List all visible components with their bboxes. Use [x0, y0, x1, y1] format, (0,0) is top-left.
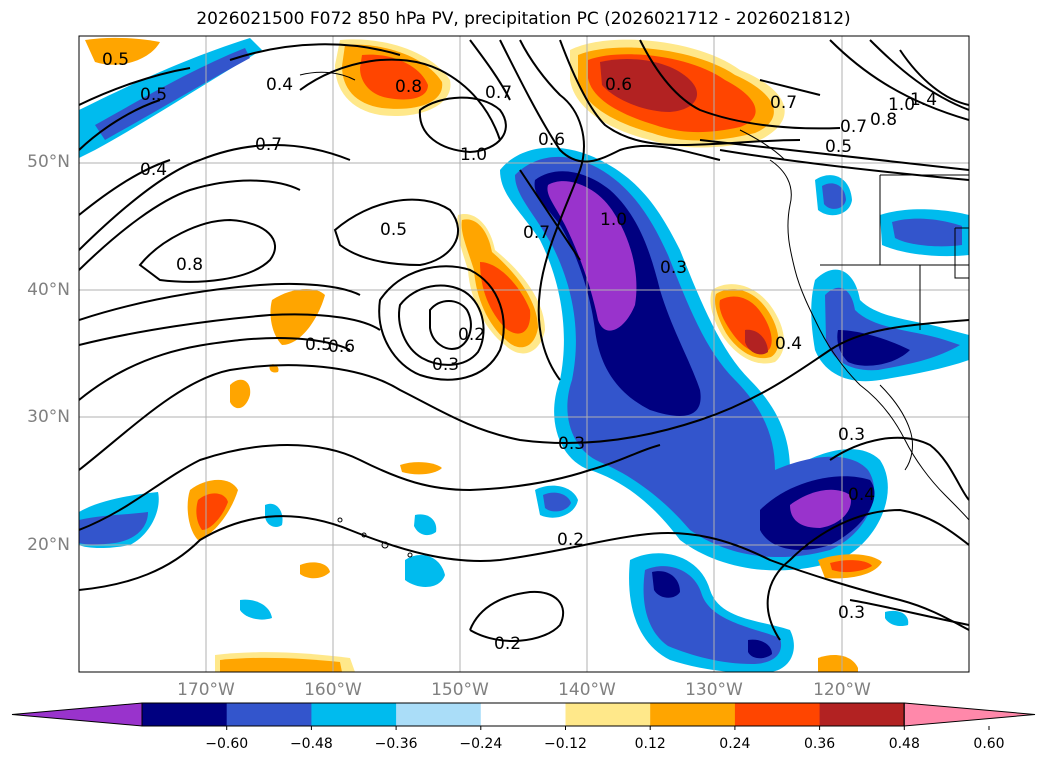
contour-label: 1.0 [460, 145, 487, 165]
contour-label: 0.4 [848, 485, 875, 505]
contour-label: 0.3 [432, 355, 459, 375]
contour-label: 0.5 [102, 50, 129, 70]
colorbar-extend-min [11, 702, 143, 727]
colorbar-segment [734, 703, 821, 726]
colorbar-frame [141, 702, 905, 727]
colorbar-tick-label: 0.60 [973, 736, 1005, 752]
colorbar-tick-label: −0.12 [544, 736, 587, 752]
colorbar-segment [311, 703, 397, 726]
contour-label: 0.7 [840, 117, 867, 137]
contour-label: 0.6 [605, 75, 632, 95]
contour-label: 0.2 [458, 325, 485, 345]
colorbar-segment [142, 703, 228, 726]
contour-label: 1.0 [600, 210, 627, 230]
contour-labels: 0.5 0.5 0.4 0.8 0.7 0.6 0.7 1.0 0.8 1.0 … [102, 50, 937, 654]
lon-tick-label: 120°W [813, 680, 871, 700]
contour-label: 0.3 [660, 258, 687, 278]
lat-tick-label: 30°N [27, 407, 70, 427]
contour-label: 0.2 [557, 530, 584, 550]
lon-tick-label: 160°W [304, 680, 362, 700]
colorbar-segment [819, 703, 905, 726]
map-gridlines [79, 36, 969, 672]
contour-label: 0.7 [770, 93, 797, 113]
colorbar-tick-label: 0.48 [888, 736, 920, 752]
contour-label: 0.4 [140, 160, 167, 180]
map-frame [78, 35, 970, 673]
lon-tick-label: 150°W [431, 680, 489, 700]
colorbar-tick-label: −0.48 [289, 736, 333, 752]
lon-tick-label: 130°W [685, 680, 743, 700]
lat-tick-label: 40°N [27, 280, 70, 300]
colorbar-tick-label: 0.12 [634, 736, 666, 752]
precip-shading [79, 37, 969, 672]
contour-label: 0.7 [523, 223, 550, 243]
coastlines [299, 71, 969, 558]
figure-title: 2026021500 F072 850 hPa PV, precipitatio… [196, 9, 851, 29]
contour-label: 0.7 [485, 83, 512, 103]
contour-label: 0.8 [870, 110, 897, 130]
contour-label: 0.8 [176, 255, 203, 275]
contour-label: 0.3 [558, 434, 585, 454]
contour-label: 0.6 [328, 337, 355, 357]
colorbar-segment [565, 703, 651, 726]
contour-label: 0.5 [380, 220, 407, 240]
map-panel: 0.5 0.5 0.4 0.8 0.7 0.6 0.7 1.0 0.8 1.0 … [78, 35, 970, 673]
colorbar-segment [480, 703, 566, 726]
contour-label: 0.3 [838, 603, 865, 623]
colorbar-segment [396, 703, 482, 726]
contour-label: 0.8 [395, 77, 422, 97]
contour-label: 0.4 [775, 334, 802, 354]
contour-label: 0.3 [838, 425, 865, 445]
contour-label: 1.0 [888, 95, 915, 115]
contour-label: 0.5 [305, 335, 332, 355]
colorbar-extend-max [903, 702, 1036, 727]
colorbar-segment [226, 703, 312, 726]
colorbar-tick-label: −0.36 [374, 736, 418, 752]
contour-label: 0.7 [255, 135, 282, 155]
contour-label: 1.4 [910, 90, 937, 110]
lon-tick-label: 140°W [558, 680, 616, 700]
lat-tick-label: 50°N [27, 152, 70, 172]
contour-label: 0.4 [266, 75, 293, 95]
colorbar-segment [650, 703, 736, 726]
lat-tick-label: 20°N [27, 535, 70, 555]
lon-tick-label: 170°W [177, 680, 235, 700]
contour-label: 0.2 [494, 634, 521, 654]
colorbar-tick-label: 0.36 [804, 736, 836, 752]
contour-label: 0.6 [538, 130, 565, 150]
colorbar-tick-label: −0.24 [459, 736, 503, 752]
colorbar-tick-label: −0.60 [205, 736, 249, 752]
pv-contours [79, 39, 969, 642]
contour-label: 0.5 [140, 85, 167, 105]
colorbar-tick-label: 0.24 [719, 736, 751, 752]
contour-label: 0.5 [825, 137, 852, 157]
